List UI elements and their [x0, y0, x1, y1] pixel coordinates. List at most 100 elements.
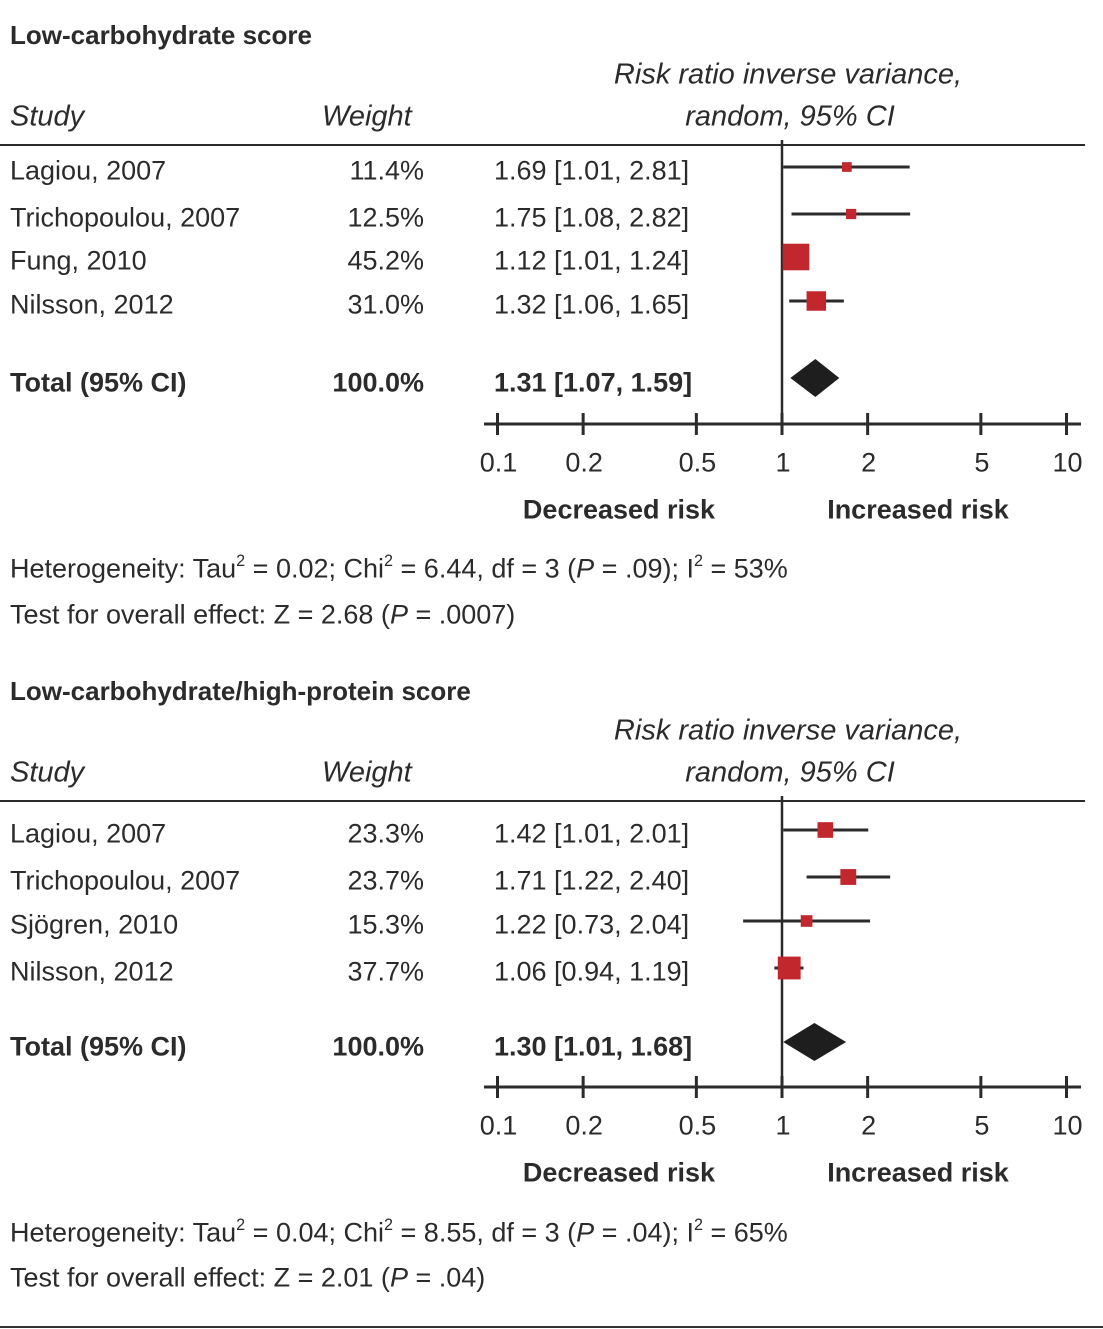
overall-effect-test: Test for overall effect: Z = 2.01 (P = .… — [10, 1262, 486, 1293]
heterogeneity-stats-part: P — [576, 1217, 595, 1248]
effect-header-line2: random, 95% CI — [685, 100, 895, 133]
heterogeneity-stats-part: = 0.02; Chi — [245, 553, 385, 584]
x-tick-label: 1 — [775, 1110, 791, 1141]
weight-column-header: Weight — [322, 756, 412, 789]
forest-plot-low-carb-high-protein: Low-carbohydrate/high-protein score Risk … — [0, 656, 1103, 1312]
heterogeneity-stats-part: 2 — [236, 552, 246, 571]
forest-plot-low-carbohydrate: Low-carbohydrate score Risk ratio inverse… — [0, 0, 1103, 656]
x-tick-label: 0.2 — [565, 447, 603, 478]
chart-title: Low-carbohydrate score — [10, 20, 312, 50]
point-estimate-square — [841, 162, 852, 172]
total-weight: 100.0% — [332, 367, 424, 398]
overall-effect-test-part: P — [389, 1262, 408, 1293]
study-name: Sjögren, 2010 — [10, 909, 179, 940]
heterogeneity-stats-part: Heterogeneity: Tau — [10, 553, 237, 584]
x-tick-label: 0.1 — [479, 447, 518, 478]
study-ci-text: 1.32 [1.06, 1.65] — [494, 289, 690, 320]
heterogeneity-stats-part: 2 — [693, 552, 703, 571]
heterogeneity-stats-part: 2 — [693, 1216, 703, 1235]
study-weight: 15.3% — [347, 909, 424, 940]
x-tick-label: 1 — [775, 447, 791, 478]
x-tick-label: 0.2 — [565, 1110, 603, 1141]
total-ci-text: 1.31 [1.07, 1.59] — [494, 367, 693, 398]
increased-risk-label: Increased risk — [827, 494, 1009, 525]
study-ci-text: 1.69 [1.01, 2.81] — [494, 155, 690, 186]
forest-plot-svg — [0, 796, 1085, 1098]
study-weight: 37.7% — [347, 956, 424, 987]
study-name: Nilsson, 2012 — [10, 956, 174, 987]
x-tick-label: 10 — [1052, 1110, 1083, 1141]
study-weight: 23.7% — [347, 865, 424, 896]
study-weight: 12.5% — [347, 202, 424, 233]
x-tick-label: 10 — [1052, 447, 1083, 478]
pooled-diamond — [790, 359, 840, 397]
heterogeneity-stats: Heterogeneity: Tau2 = 0.02; Chi2 = 6.44,… — [10, 553, 788, 584]
study-name: Nilsson, 2012 — [10, 289, 174, 320]
study-weight: 31.0% — [347, 289, 424, 320]
overall-effect-test-part: P — [389, 599, 408, 630]
overall-effect-test-part: Test for overall effect: Z = 2.68 ( — [10, 599, 390, 630]
overall-effect-test-part: Test for overall effect: Z = 2.01 ( — [10, 1262, 390, 1293]
heterogeneity-stats-part: = 6.44, df = 3 ( — [393, 553, 577, 584]
total-label: Total (95% CI) — [10, 367, 187, 398]
overall-effect-test-part: = .04) — [407, 1262, 486, 1293]
heterogeneity-stats-part: P — [576, 553, 595, 584]
chart-title: Low-carbohydrate/high-protein score — [10, 676, 471, 706]
heterogeneity-stats-part: = 65% — [703, 1217, 788, 1248]
weight-column-header: Weight — [322, 100, 412, 133]
point-estimate-square — [777, 956, 801, 980]
effect-header-line2: random, 95% CI — [685, 756, 895, 789]
effect-header-line1: Risk ratio inverse variance, — [613, 58, 963, 91]
x-tick-label: 0.5 — [678, 447, 717, 478]
study-weight: 23.3% — [347, 818, 424, 849]
study-name: Trichopoulou, 2007 — [10, 202, 241, 233]
study-name: Trichopoulou, 2007 — [10, 865, 241, 896]
heterogeneity-stats-part: = 8.55, df = 3 ( — [393, 1217, 577, 1248]
pooled-diamond — [783, 1023, 847, 1061]
study-column-header: Study — [10, 100, 85, 133]
forest-plot-svg — [0, 140, 1085, 435]
bottom-rule — [0, 1326, 1103, 1328]
heterogeneity-stats: Heterogeneity: Tau2 = 0.04; Chi2 = 8.55,… — [10, 1217, 788, 1248]
decreased-risk-label: Decreased risk — [522, 494, 716, 525]
study-ci-text: 1.22 [0.73, 2.04] — [494, 909, 690, 940]
decreased-risk-label: Decreased risk — [522, 1157, 716, 1188]
study-weight: 45.2% — [347, 245, 424, 276]
total-label: Total (95% CI) — [10, 1031, 187, 1062]
study-ci-text: 1.71 [1.22, 2.40] — [494, 865, 690, 896]
total-ci-text: 1.30 [1.01, 1.68] — [494, 1031, 693, 1062]
heterogeneity-stats-part: = .04); I — [594, 1217, 694, 1248]
study-weight: 11.4% — [349, 155, 424, 186]
point-estimate-square — [800, 915, 813, 927]
study-name: Lagiou, 2007 — [10, 818, 167, 849]
x-tick-label: 2 — [861, 447, 877, 478]
heterogeneity-stats-part: 2 — [384, 552, 394, 571]
overall-effect-test-part: = .0007) — [407, 599, 516, 630]
heterogeneity-stats-part: = 53% — [703, 553, 788, 584]
overall-effect-test: Test for overall effect: Z = 2.68 (P = .… — [10, 599, 516, 630]
total-weight: 100.0% — [332, 1031, 424, 1062]
study-name: Fung, 2010 — [10, 245, 147, 276]
x-tick-label: 0.5 — [678, 1110, 717, 1141]
effect-header-line1: Risk ratio inverse variance, — [613, 714, 963, 747]
heterogeneity-stats-part: 2 — [384, 1216, 394, 1235]
x-tick-label: 0.1 — [479, 1110, 518, 1141]
study-ci-text: 1.75 [1.08, 2.82] — [494, 202, 690, 233]
study-ci-text: 1.12 [1.01, 1.24] — [494, 245, 690, 276]
study-column-header: Study — [10, 756, 85, 789]
heterogeneity-stats-part: Heterogeneity: Tau — [10, 1217, 237, 1248]
heterogeneity-stats-part: 2 — [236, 1216, 246, 1235]
x-tick-label: 5 — [974, 1110, 990, 1141]
study-name: Lagiou, 2007 — [10, 155, 167, 186]
point-estimate-square — [846, 208, 857, 220]
point-estimate-square — [840, 869, 857, 885]
x-tick-label: 2 — [861, 1110, 877, 1141]
point-estimate-square — [782, 243, 810, 271]
point-estimate-square — [806, 291, 827, 311]
increased-risk-label: Increased risk — [827, 1157, 1009, 1188]
study-ci-text: 1.06 [0.94, 1.19] — [494, 956, 690, 987]
heterogeneity-stats-part: = 0.04; Chi — [245, 1217, 385, 1248]
heterogeneity-stats-part: = .09); I — [594, 553, 694, 584]
point-estimate-square — [817, 822, 834, 838]
x-tick-label: 5 — [974, 447, 990, 478]
